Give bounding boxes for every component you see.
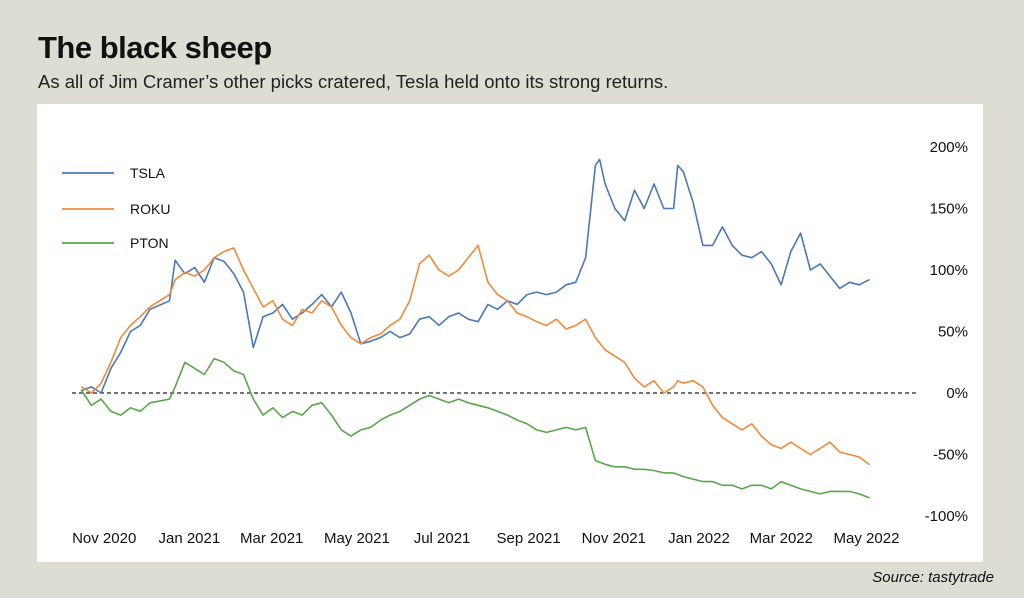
chart-panel (37, 104, 983, 562)
legend-label-roku: ROKU (130, 201, 170, 217)
chart-title: The black sheep (38, 30, 272, 65)
x-tick-label: Mar 2022 (750, 530, 813, 547)
y-tick-label: 200% (930, 139, 968, 156)
x-tick-label: May 2021 (324, 530, 390, 547)
y-tick-label: 100% (930, 262, 968, 279)
x-tick-label: May 2022 (834, 530, 900, 547)
y-tick-label: 150% (930, 201, 968, 218)
y-tick-label: 50% (938, 324, 968, 341)
series-line-roku (80, 244, 870, 466)
y-tick-label: -100% (925, 508, 968, 525)
series-line-pton (80, 357, 870, 499)
chart-subtitle: As all of Jim Cramer’s other picks crate… (38, 71, 669, 92)
x-tick-label: Nov 2021 (582, 530, 646, 547)
series-line-tsla (80, 158, 870, 394)
source-note: Source: tastytrade (872, 569, 994, 586)
y-tick-label: 0% (946, 385, 968, 402)
x-tick-label: Jan 2021 (158, 530, 220, 547)
x-tick-label: Nov 2020 (72, 530, 136, 547)
x-tick-label: Jul 2021 (414, 530, 471, 547)
x-tick-label: Jan 2022 (668, 530, 730, 547)
x-tick-label: Sep 2021 (497, 530, 561, 547)
legend-label-tsla: TSLA (130, 165, 166, 181)
legend-label-pton: PTON (130, 235, 169, 251)
x-tick-label: Mar 2021 (240, 530, 303, 547)
y-tick-label: -50% (933, 447, 968, 464)
